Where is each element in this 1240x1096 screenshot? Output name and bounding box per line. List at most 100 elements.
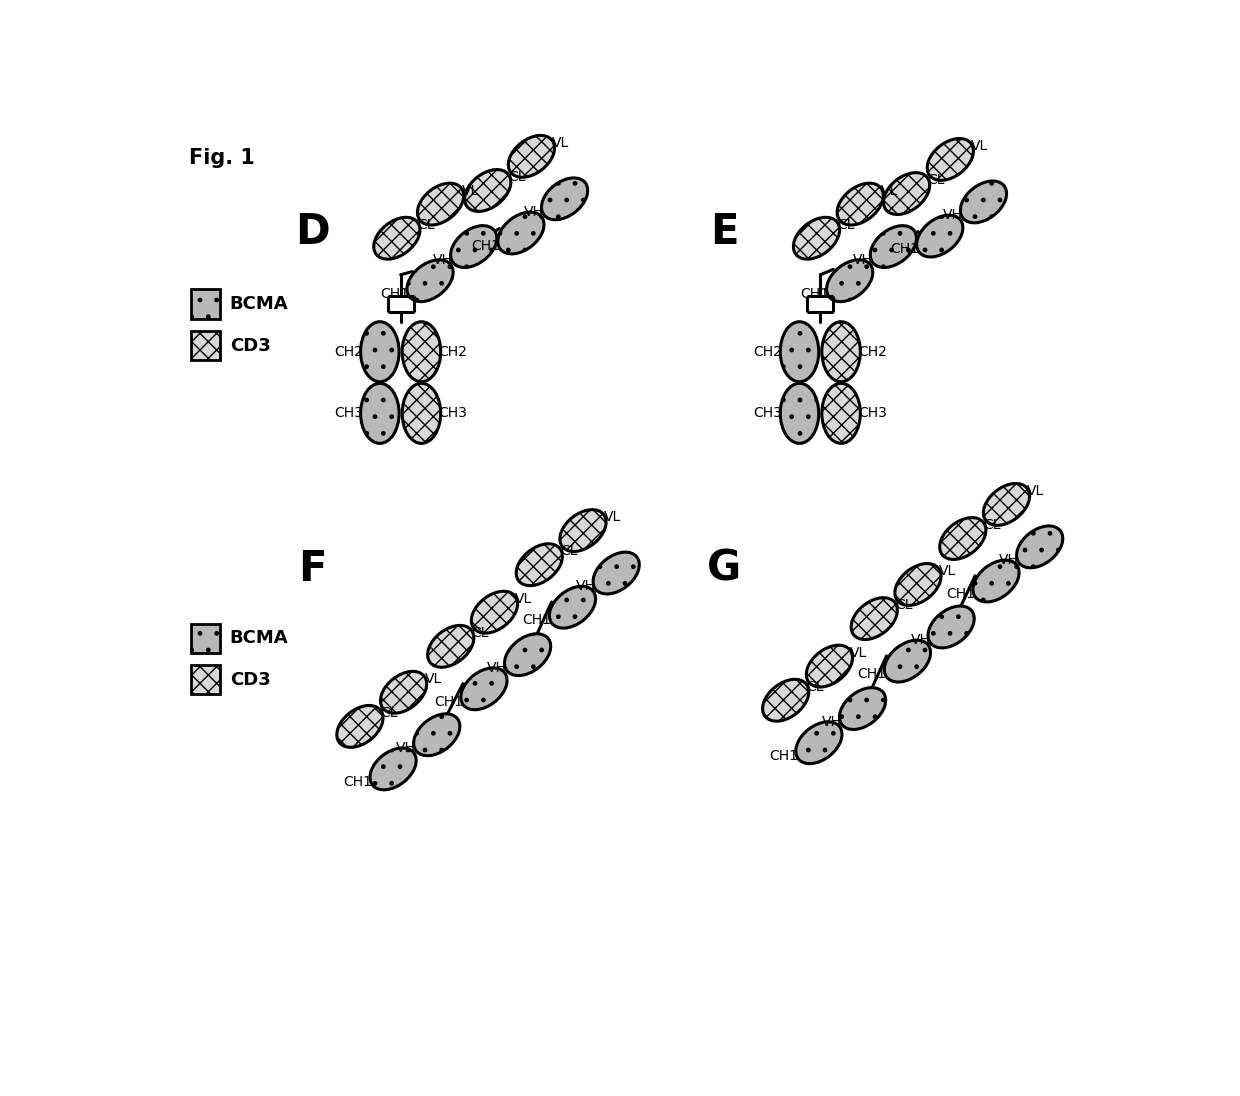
Text: VH: VH (396, 741, 415, 755)
Text: VH: VH (433, 253, 453, 266)
Ellipse shape (806, 646, 853, 687)
Ellipse shape (337, 706, 383, 747)
Ellipse shape (402, 322, 440, 381)
Text: CH1: CH1 (522, 614, 552, 627)
Ellipse shape (471, 591, 517, 633)
Text: VL: VL (971, 139, 988, 153)
Ellipse shape (780, 322, 818, 381)
Text: G: G (707, 548, 742, 590)
Ellipse shape (508, 136, 554, 178)
Ellipse shape (497, 212, 544, 254)
Ellipse shape (593, 552, 640, 594)
Ellipse shape (1017, 526, 1063, 568)
Bar (191, 665, 221, 695)
Text: VH: VH (910, 633, 930, 648)
Ellipse shape (549, 586, 595, 628)
Ellipse shape (763, 680, 808, 721)
Text: CH1: CH1 (858, 667, 887, 682)
Text: CD3: CD3 (229, 671, 270, 688)
Ellipse shape (542, 178, 588, 220)
Text: VH: VH (999, 553, 1019, 567)
Ellipse shape (928, 138, 973, 181)
Text: BCMA: BCMA (229, 295, 289, 313)
Ellipse shape (870, 226, 916, 267)
Text: VH: VH (487, 661, 507, 675)
Ellipse shape (414, 713, 460, 755)
Ellipse shape (794, 217, 839, 259)
Text: VH: VH (853, 253, 873, 266)
Text: CD3: CD3 (229, 336, 270, 355)
Text: F: F (298, 548, 326, 590)
Text: CL: CL (418, 218, 435, 232)
Text: VH: VH (942, 208, 962, 222)
Ellipse shape (895, 563, 941, 605)
Text: CH1: CH1 (890, 242, 919, 256)
Text: BCMA: BCMA (229, 629, 289, 647)
Ellipse shape (381, 672, 427, 713)
Text: VL: VL (1028, 484, 1044, 498)
Bar (191, 331, 221, 361)
Text: CL: CL (471, 626, 489, 640)
Text: CH3: CH3 (439, 407, 467, 421)
Ellipse shape (928, 606, 975, 648)
Ellipse shape (407, 260, 453, 301)
Text: CH1: CH1 (471, 239, 500, 253)
Text: CH1: CH1 (381, 287, 409, 301)
Text: CL: CL (508, 170, 526, 184)
Ellipse shape (361, 322, 399, 381)
Ellipse shape (428, 626, 474, 667)
Text: CH1: CH1 (343, 775, 372, 789)
Text: D: D (295, 212, 330, 253)
Text: VH: VH (523, 205, 544, 219)
Text: CH2: CH2 (334, 345, 363, 358)
Ellipse shape (796, 722, 842, 764)
Text: CH3: CH3 (858, 407, 887, 421)
Text: VL: VL (424, 672, 441, 686)
Ellipse shape (361, 384, 399, 444)
Text: CL: CL (381, 706, 398, 720)
Ellipse shape (837, 183, 883, 225)
Text: CH1: CH1 (434, 695, 463, 709)
Ellipse shape (940, 517, 986, 559)
Text: VH: VH (575, 580, 595, 593)
Text: CH3: CH3 (334, 407, 363, 421)
Ellipse shape (827, 260, 873, 301)
Text: E: E (709, 212, 738, 253)
Text: CL: CL (806, 680, 825, 694)
Text: VL: VL (516, 592, 532, 606)
Ellipse shape (839, 687, 885, 730)
Ellipse shape (960, 181, 1007, 222)
Text: Fig. 1: Fig. 1 (188, 148, 254, 168)
Text: CH2: CH2 (754, 345, 782, 358)
Ellipse shape (370, 747, 417, 790)
Text: VL: VL (604, 511, 621, 524)
Text: CH1: CH1 (769, 749, 799, 763)
Bar (191, 289, 221, 319)
Text: CH1: CH1 (800, 287, 828, 301)
Ellipse shape (851, 597, 898, 640)
Ellipse shape (822, 322, 861, 381)
Ellipse shape (516, 544, 563, 585)
Text: VH: VH (822, 715, 842, 729)
Ellipse shape (418, 183, 464, 225)
Text: CH3: CH3 (754, 407, 782, 421)
Text: VL: VL (461, 184, 479, 197)
Text: VL: VL (882, 184, 898, 197)
Ellipse shape (780, 384, 818, 444)
Text: CL: CL (837, 218, 854, 232)
Ellipse shape (465, 170, 511, 212)
Text: VL: VL (552, 136, 569, 150)
Text: CL: CL (895, 598, 913, 613)
Ellipse shape (983, 483, 1029, 525)
Bar (191, 624, 221, 653)
Text: CL: CL (928, 173, 945, 187)
Ellipse shape (461, 667, 507, 710)
Text: CL: CL (983, 518, 1001, 533)
Ellipse shape (822, 384, 861, 444)
Text: VL: VL (851, 646, 868, 660)
Text: CH1: CH1 (946, 587, 975, 602)
Ellipse shape (450, 226, 497, 267)
Ellipse shape (373, 217, 420, 259)
Ellipse shape (402, 384, 440, 444)
Ellipse shape (505, 633, 551, 675)
